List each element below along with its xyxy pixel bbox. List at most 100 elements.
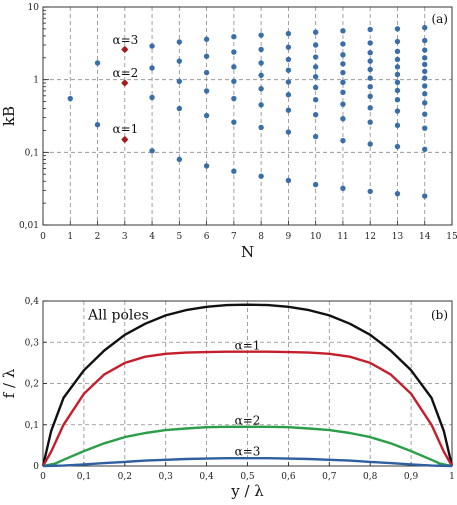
data-point xyxy=(367,26,373,33)
series-label: α=1 xyxy=(235,338,261,352)
x-tick-label: 0,3 xyxy=(159,472,174,482)
y-tick-label: 0,1 xyxy=(25,148,39,158)
data-point xyxy=(149,65,155,71)
data-point xyxy=(231,64,237,70)
data-point xyxy=(203,53,210,59)
series-line xyxy=(41,350,454,467)
y-tick-label: 0,01 xyxy=(19,221,39,231)
data-point xyxy=(312,54,319,60)
data-point xyxy=(176,58,183,64)
data-point xyxy=(312,73,319,80)
data-point xyxy=(312,42,319,48)
data-point xyxy=(312,29,319,35)
data-point xyxy=(258,72,264,78)
panel-label: (b) xyxy=(431,308,448,322)
highlighted-point xyxy=(121,45,129,54)
data-point xyxy=(340,52,346,58)
x-tick-label: 0,5 xyxy=(240,472,255,482)
highlighted-point xyxy=(121,135,129,144)
data-point xyxy=(258,86,264,92)
data-point xyxy=(422,125,428,131)
data-point xyxy=(203,163,210,169)
data-point xyxy=(231,49,237,55)
plot-frame xyxy=(42,6,453,226)
data-point xyxy=(394,122,401,129)
annotation-label: α=3 xyxy=(113,33,139,47)
data-point xyxy=(367,58,373,64)
data-point xyxy=(394,143,401,150)
data-point xyxy=(258,32,264,38)
data-point xyxy=(94,122,101,128)
x-axis-label: y / λ xyxy=(230,482,264,500)
x-tick-label: 0,2 xyxy=(118,472,132,482)
y-axis-label: f / λ xyxy=(0,368,18,398)
data-point xyxy=(312,84,319,91)
data-point xyxy=(203,69,210,76)
data-point xyxy=(422,61,428,68)
data-point xyxy=(340,101,346,107)
data-point xyxy=(258,46,264,53)
x-tick-label: 12 xyxy=(364,232,375,242)
x-tick-label: 0,4 xyxy=(199,472,214,482)
data-point xyxy=(176,156,183,163)
series-label: α=2 xyxy=(235,413,261,427)
data-point xyxy=(258,102,264,108)
data-point xyxy=(367,75,373,81)
data-point xyxy=(285,177,292,184)
x-tick-label: 11 xyxy=(337,232,348,242)
data-point xyxy=(367,40,373,46)
x-axis-label: N xyxy=(241,243,254,261)
data-point xyxy=(394,56,401,63)
data-point xyxy=(367,93,373,100)
data-point xyxy=(149,94,155,101)
highlighted-point xyxy=(121,79,129,87)
data-point xyxy=(94,60,101,66)
x-tick-label: 14 xyxy=(419,232,431,242)
panel-label: (a) xyxy=(431,12,448,26)
data-point xyxy=(367,141,373,147)
data-point xyxy=(176,78,183,84)
data-point xyxy=(258,124,264,131)
annotation-label: α=1 xyxy=(113,122,139,136)
data-point xyxy=(312,181,319,188)
data-point xyxy=(422,146,428,153)
data-point xyxy=(394,108,401,114)
data-point xyxy=(285,107,292,113)
data-point xyxy=(394,48,401,55)
data-point xyxy=(340,137,346,144)
x-tick-label: 0,6 xyxy=(281,472,296,482)
data-point xyxy=(367,119,373,125)
y-tick-label: 0,2 xyxy=(25,380,39,390)
data-point xyxy=(176,39,183,45)
y-axis-label: kB xyxy=(0,106,18,126)
data-point xyxy=(285,129,292,135)
data-point xyxy=(394,38,401,45)
series-line xyxy=(42,457,453,468)
data-point xyxy=(231,78,237,84)
data-point xyxy=(394,26,401,32)
y-tick-label: 0 xyxy=(33,462,39,472)
chart-panel-b: 0 0,1 0,2 0,3 0,4 0,5 0,6 0,7 0,8 0,9 1 0 0,1 0,2 0,3 0… xyxy=(0,297,455,500)
x-tick-label: 13 xyxy=(392,232,404,242)
data-point xyxy=(422,111,428,117)
series-label: All poles xyxy=(87,308,149,324)
x-tick-label: 2 xyxy=(95,232,101,242)
data-point xyxy=(340,28,346,34)
annotation-label: α=2 xyxy=(113,66,139,80)
y-tick-label: 0,3 xyxy=(25,338,40,348)
data-point xyxy=(258,60,264,66)
x-tick-label: 0,8 xyxy=(363,472,378,482)
plot-frame xyxy=(42,300,453,467)
y-tick-label: 0,1 xyxy=(25,421,39,431)
x-tick-label: 15 xyxy=(446,232,457,242)
data-point xyxy=(422,100,428,106)
x-tick-label: 0 xyxy=(40,472,46,482)
data-point xyxy=(231,95,237,102)
data-point xyxy=(340,185,346,191)
data-point xyxy=(231,168,237,174)
data-point xyxy=(258,173,264,179)
data-point xyxy=(422,55,428,61)
series-label: α=3 xyxy=(235,445,261,459)
x-tick-label: 10 xyxy=(310,232,322,242)
